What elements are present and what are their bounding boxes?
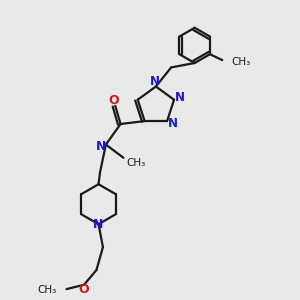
Text: O: O bbox=[109, 94, 119, 107]
Text: CH₃: CH₃ bbox=[232, 56, 251, 67]
Text: N: N bbox=[175, 92, 185, 104]
Text: N: N bbox=[96, 140, 106, 152]
Text: CH₃: CH₃ bbox=[126, 158, 146, 168]
Text: N: N bbox=[168, 117, 178, 130]
Text: N: N bbox=[150, 75, 160, 88]
Text: O: O bbox=[78, 283, 88, 296]
Text: CH₃: CH₃ bbox=[37, 285, 56, 295]
Text: N: N bbox=[93, 218, 104, 231]
